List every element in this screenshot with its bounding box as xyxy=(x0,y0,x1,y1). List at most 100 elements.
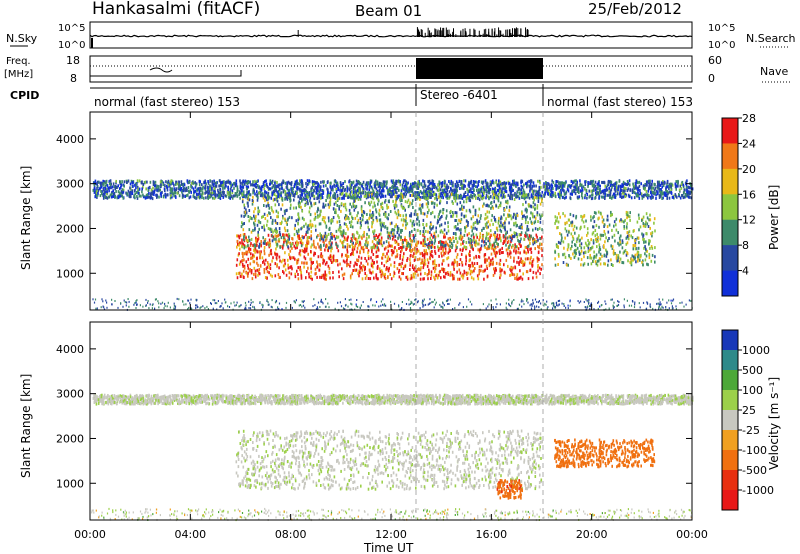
echo-cell xyxy=(334,208,337,212)
echo-cell xyxy=(654,192,656,196)
echo-cell xyxy=(401,229,403,232)
echo-cell xyxy=(647,181,650,185)
echo-cell xyxy=(367,251,369,255)
echo-cell xyxy=(277,273,280,276)
echo-cell xyxy=(545,181,547,184)
echo-cell xyxy=(279,187,281,191)
echo-cell xyxy=(180,180,183,184)
echo-cell xyxy=(239,233,242,237)
echo-cell xyxy=(379,218,382,222)
echo-cell xyxy=(500,224,502,228)
echo-cell xyxy=(147,195,149,199)
echo-cell xyxy=(435,195,438,199)
echo-cell xyxy=(647,196,649,200)
echo-cell xyxy=(645,193,648,197)
echo-cell xyxy=(474,180,476,184)
echo-cell xyxy=(565,192,567,196)
echo-cell xyxy=(559,184,561,188)
echo-cell xyxy=(324,231,327,235)
echo-cell xyxy=(480,269,482,273)
echo-cell xyxy=(472,180,475,183)
echo-cell xyxy=(304,249,307,253)
freq-tick-top: 18 xyxy=(66,54,80,67)
echo-cell xyxy=(329,203,332,207)
echo-cell xyxy=(494,254,497,258)
echo-cell xyxy=(516,223,518,227)
echo-cell xyxy=(447,192,449,196)
echo-cell xyxy=(667,192,669,196)
echo-cell xyxy=(370,185,373,189)
echo-cell xyxy=(317,263,319,267)
echo-cell xyxy=(400,246,403,250)
echo-cell xyxy=(414,184,416,188)
echo-cell xyxy=(108,189,110,193)
echo-cell xyxy=(419,190,422,193)
echo-cell xyxy=(430,189,432,193)
echo-cell xyxy=(180,182,183,186)
echo-cell xyxy=(105,179,108,183)
echo-cell xyxy=(106,192,108,196)
echo-cell xyxy=(643,185,646,188)
echo-cell xyxy=(152,186,154,190)
echo-cell xyxy=(445,231,448,235)
echo-cell xyxy=(409,268,411,271)
echo-cell xyxy=(352,180,355,184)
echo-cell xyxy=(464,226,466,230)
echo-cell xyxy=(342,243,344,247)
echo-cell xyxy=(467,190,469,194)
echo-cell xyxy=(627,182,630,185)
echo-cell xyxy=(416,217,418,221)
echo-cell xyxy=(394,246,396,250)
echo-cell xyxy=(299,267,301,271)
echo-cell xyxy=(301,241,304,245)
echo-cell xyxy=(326,187,328,191)
echo-cell xyxy=(585,180,587,184)
echo-cell xyxy=(670,189,672,193)
echo-cell xyxy=(217,191,220,194)
echo-cell xyxy=(211,186,213,190)
echo-cell xyxy=(377,202,379,206)
echo-cell xyxy=(452,181,454,185)
echo-cell xyxy=(431,243,433,247)
echo-cell xyxy=(248,250,251,254)
echo-cell xyxy=(470,190,473,194)
echo-cell xyxy=(255,185,258,189)
echo-cell xyxy=(527,245,529,248)
echo-cell xyxy=(396,191,398,195)
echo-cell xyxy=(357,194,359,198)
echo-cell xyxy=(468,208,471,212)
echo-cell xyxy=(300,190,303,194)
echo-cell xyxy=(275,209,278,213)
echo-cell xyxy=(543,185,546,188)
echo-cell xyxy=(381,194,384,198)
echo-cell xyxy=(534,203,536,207)
echo-cell xyxy=(317,215,319,219)
echo-cell xyxy=(509,255,512,259)
echo-cell xyxy=(199,195,202,199)
echo-cell xyxy=(400,189,403,193)
echo-cell xyxy=(185,194,188,198)
echo-cell xyxy=(370,256,372,260)
echo-cell xyxy=(377,241,380,245)
echo-cell xyxy=(292,194,294,197)
echo-cell xyxy=(594,180,597,184)
echo-cell xyxy=(149,180,152,184)
echo-cell xyxy=(301,192,304,196)
echo-cell xyxy=(443,244,446,248)
echo-cell xyxy=(346,216,348,220)
echo-cell xyxy=(492,188,495,192)
echo-cell xyxy=(456,270,458,274)
echo-cell xyxy=(368,202,370,206)
echo-cell xyxy=(306,270,308,274)
echo-cell xyxy=(372,270,374,274)
echo-cell xyxy=(325,243,328,247)
echo-cell xyxy=(439,188,442,192)
echo-cell xyxy=(443,179,446,183)
echo-cell xyxy=(401,245,404,249)
echo-cell xyxy=(287,263,289,267)
echo-cell xyxy=(520,195,523,199)
echo-cell xyxy=(438,246,440,250)
echo-cell xyxy=(512,189,514,192)
echo-cell xyxy=(247,266,250,270)
echo-cell xyxy=(308,272,310,276)
